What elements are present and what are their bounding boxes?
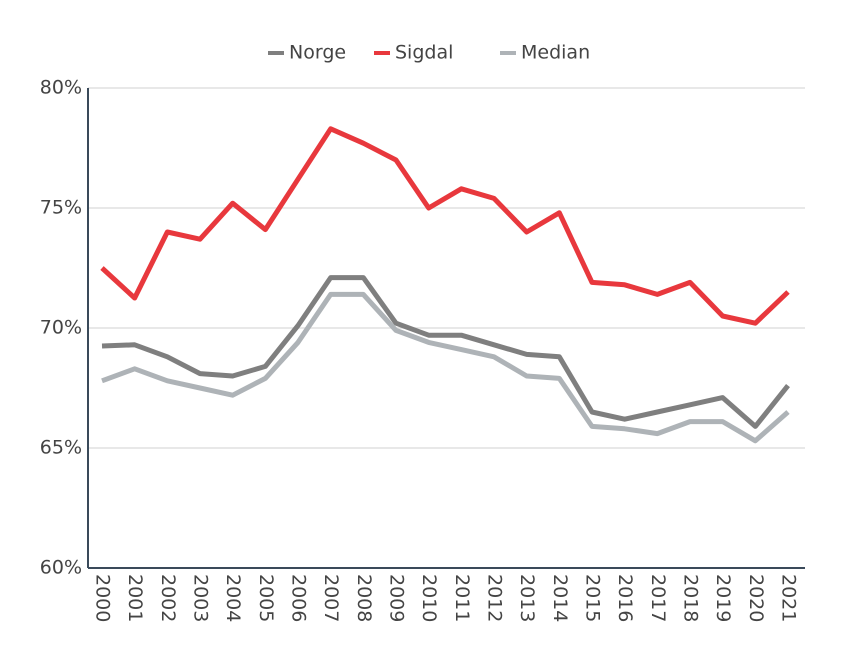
y-tick-label: 65% — [40, 437, 82, 459]
x-tick-label: 2008 — [353, 574, 375, 622]
legend-label: Sigdal — [395, 42, 453, 64]
x-tick-label: 2001 — [124, 574, 146, 622]
x-tick-label: 2017 — [647, 574, 669, 622]
x-tick-label: 2010 — [418, 574, 440, 622]
x-tick-label: 2006 — [288, 574, 310, 622]
x-tick-label: 2019 — [712, 574, 734, 622]
x-tick-label: 2012 — [484, 574, 506, 622]
x-tick-label: 2015 — [582, 574, 604, 622]
line-series — [101, 291, 790, 444]
x-tick-label: 2011 — [451, 574, 473, 622]
x-tick-label: 2013 — [516, 574, 538, 622]
x-tick-label: 2003 — [190, 574, 212, 622]
y-tick-label: 60% — [40, 557, 82, 579]
y-tick-label: 75% — [40, 197, 82, 219]
line-series — [101, 275, 790, 429]
x-tick-label: 2014 — [549, 574, 571, 622]
y-tick-label: 80% — [40, 77, 82, 99]
x-tick-label: 2020 — [745, 574, 767, 622]
legend-label: Norge — [289, 42, 346, 64]
x-tick-label: 2016 — [614, 574, 636, 622]
x-tick-label: 2000 — [92, 574, 114, 622]
line-series — [100, 126, 790, 326]
x-tick-label: 2005 — [255, 574, 277, 622]
x-tick-label: 2018 — [680, 574, 702, 622]
legend-label: Median — [521, 42, 590, 64]
x-tick-label: 2004 — [222, 574, 244, 622]
x-tick-label: 2021 — [778, 574, 800, 622]
y-tick-label: 70% — [40, 317, 82, 339]
x-tick-label: 2009 — [386, 574, 408, 622]
x-tick-label: 2002 — [157, 574, 179, 622]
x-tick-label: 2007 — [320, 574, 342, 622]
